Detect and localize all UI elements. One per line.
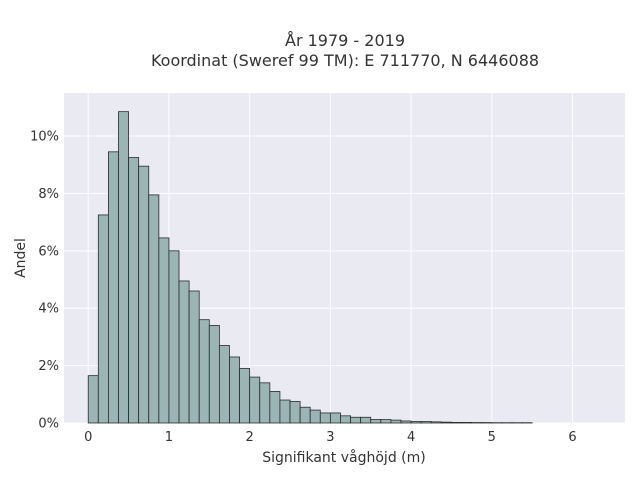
histogram-bar	[168, 250, 180, 424]
histogram-bar	[208, 325, 220, 424]
y-tick-label: 0%	[38, 417, 59, 432]
histogram-bar	[259, 382, 271, 424]
histogram-bar	[279, 399, 291, 424]
y-tick-label: 8%	[38, 187, 59, 202]
y-tick-label: 10%	[30, 130, 59, 145]
histogram-bars	[87, 111, 533, 424]
y-tick-label: 4%	[38, 302, 59, 317]
x-tick-label: 3	[326, 430, 334, 445]
y-axis-label: Andel	[13, 238, 29, 278]
histogram-bar	[138, 165, 150, 424]
histogram-bar	[158, 237, 170, 424]
histogram-bar	[198, 319, 210, 424]
histogram-bar	[329, 412, 341, 424]
histogram-bar	[360, 416, 372, 424]
histogram-bar	[239, 368, 251, 424]
x-axis-ticks: 0 1 2 3 4 5 6	[84, 430, 577, 445]
histogram-bar	[430, 421, 442, 424]
x-tick-label: 0	[84, 430, 92, 445]
x-tick-label: 4	[407, 430, 415, 445]
histogram-bar	[461, 422, 473, 424]
histogram-bar	[319, 412, 331, 424]
y-axis-ticks: 0% 2% 4% 6% 8% 10%	[30, 130, 59, 432]
chart-title-line1: År 1979 - 2019	[285, 31, 405, 50]
histogram-bar	[299, 406, 311, 424]
histogram-bar	[309, 409, 321, 424]
histogram-bar	[451, 422, 462, 424]
histogram-bar	[97, 214, 109, 424]
chart-title-line2: Koordinat (Sweref 99 TM): E 711770, N 64…	[151, 51, 539, 70]
x-tick-label: 6	[568, 430, 576, 445]
x-tick-label: 1	[165, 430, 173, 445]
histogram-bar	[218, 345, 230, 424]
histogram-bar	[128, 157, 140, 424]
y-tick-label: 6%	[38, 244, 59, 259]
histogram-bar	[148, 194, 160, 424]
histogram-bar	[118, 111, 129, 424]
histogram-bar	[107, 151, 119, 424]
histogram-bar	[188, 290, 200, 424]
histogram-bar	[229, 356, 240, 424]
histogram-bar	[350, 416, 362, 424]
histogram-bar	[410, 421, 422, 424]
histogram-bar	[380, 419, 392, 424]
histogram-bar	[340, 415, 351, 424]
histogram-bar	[269, 391, 281, 424]
x-tick-label: 2	[246, 430, 254, 445]
histogram-bar	[87, 375, 99, 424]
histogram-bar	[289, 401, 301, 424]
histogram-bar	[440, 421, 452, 424]
histogram-bar	[420, 421, 432, 424]
histogram-bar	[370, 419, 382, 424]
histogram-bar	[390, 419, 402, 424]
y-tick-label: 2%	[38, 359, 59, 374]
x-axis-label: Signifikant våghöjd (m)	[262, 449, 425, 466]
histogram-bar	[249, 376, 261, 424]
x-tick-label: 5	[488, 430, 496, 445]
histogram-bar	[400, 420, 412, 424]
histogram-bar	[178, 280, 190, 424]
